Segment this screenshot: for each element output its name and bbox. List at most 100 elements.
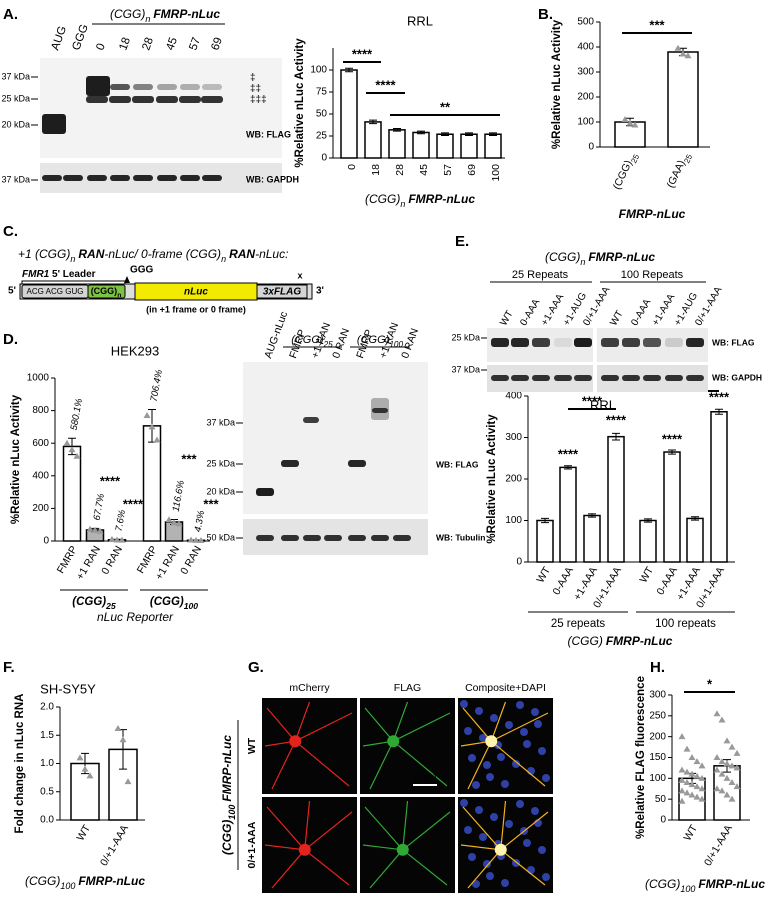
panel-label: H. <box>650 659 665 676</box>
y-tick-label: 400 <box>505 391 522 402</box>
lane-label: 28 <box>140 36 156 52</box>
start-codon: GGG <box>130 265 154 276</box>
nucleus <box>516 800 524 808</box>
data-point <box>68 446 76 453</box>
blot-band <box>665 338 683 347</box>
neurite <box>460 800 549 889</box>
y-tick-label: 50 <box>655 794 667 805</box>
leader-label: FMR1 5' Leader <box>22 269 96 280</box>
group-label: (CGG)100 <box>357 334 404 349</box>
data-point <box>626 119 634 126</box>
bar <box>412 131 430 159</box>
nucleus <box>472 781 480 789</box>
blot-band <box>622 375 640 381</box>
error-bar <box>644 518 652 523</box>
value-label: 116.6% <box>171 479 187 512</box>
data-point <box>698 774 706 781</box>
y-tick-label: 300 <box>577 67 594 78</box>
data-point <box>187 536 195 543</box>
diagram-title: +1 (CGG)n RAN-nLuc/ 0-frame (CGG)n RAN-nLu… <box>18 247 288 264</box>
y-tick-label: 200 <box>32 503 49 514</box>
text-run: n <box>221 254 226 264</box>
blot-band <box>511 338 529 347</box>
text-run: FMRP-nLuc <box>619 207 686 221</box>
x-axis-label: nLuc Reporter <box>97 610 174 624</box>
frame-note: (in +1 frame or 0 frame) <box>146 304 246 314</box>
data-point <box>683 768 691 775</box>
data-point <box>114 724 122 731</box>
data-point <box>723 791 731 798</box>
text-run: n <box>117 292 121 299</box>
lane-label: 0 RAN <box>330 327 352 360</box>
arrow <box>124 276 130 283</box>
nucleus <box>497 753 505 761</box>
text-run: n <box>145 14 150 24</box>
nucleus <box>486 773 494 781</box>
text-run: (CGG) <box>545 250 580 264</box>
text-run: (CGG) <box>110 7 145 21</box>
blot-band <box>643 338 661 347</box>
y-axis-label: %Relative nLuc Activity <box>294 38 306 168</box>
data-point <box>728 795 736 802</box>
blot-label: WB: FLAG <box>712 337 755 347</box>
text-run: (CGG) <box>357 334 390 346</box>
data-point <box>733 783 741 790</box>
soma <box>387 735 400 748</box>
column-label: mCherry <box>289 682 330 694</box>
significance-label: **** <box>123 496 144 511</box>
blot-band <box>393 535 411 541</box>
y-tick-label: 200 <box>577 92 594 103</box>
text-run: FMRP-nLuc <box>153 7 220 21</box>
data-point <box>688 754 696 760</box>
text-run: FMR1 <box>22 269 50 280</box>
y-tick-label: 250 <box>649 710 666 721</box>
marker-label: 20 kDa <box>1 119 30 129</box>
value-label: 7.6% <box>114 508 129 532</box>
y-tick-label: 400 <box>32 470 49 481</box>
data-point <box>674 44 682 51</box>
text-run: 100 <box>227 805 237 820</box>
text-run: 100 <box>389 340 403 349</box>
text-run: 100 <box>680 884 695 894</box>
x-tick-label: WT <box>637 564 656 585</box>
blot-band <box>686 338 704 347</box>
y-tick-label: 25 <box>316 131 328 142</box>
text-run: -nLuc: <box>255 247 288 261</box>
blot-band <box>371 535 389 541</box>
data-point <box>683 745 691 752</box>
blot-band <box>42 175 62 181</box>
blot-band <box>348 535 366 541</box>
bar <box>460 133 478 159</box>
panel-label: D. <box>3 331 18 348</box>
chart-title: HEK293 <box>111 343 159 358</box>
x-tick-label: 0 RAN <box>99 544 125 577</box>
error-bar <box>668 449 676 455</box>
error-bar <box>345 67 353 73</box>
data-point <box>718 787 726 794</box>
blot-band <box>574 375 592 381</box>
data-point <box>113 536 121 543</box>
data-point <box>679 50 687 57</box>
text-run: (CGG) <box>291 334 324 346</box>
marker-label: 25 kDa <box>1 93 30 103</box>
error-bar <box>369 119 377 125</box>
blot-label: WB: FLAG <box>436 459 479 469</box>
significance-label: *** <box>203 496 219 511</box>
blot-band <box>491 375 509 381</box>
text-run: -nLuc/ 0-frame (CGG) <box>104 247 221 261</box>
significance-label: **** <box>606 412 627 427</box>
data-point <box>723 737 731 744</box>
text-run: (CGG) <box>568 634 603 648</box>
lane-label: 0/+1-AAA <box>693 285 724 328</box>
y-tick-label: 100 <box>505 515 522 526</box>
x-tick-label: 69 <box>466 164 478 176</box>
blot-band <box>256 488 274 496</box>
x-axis-label: (CGG)100 FMRP-nLuc <box>25 874 145 891</box>
y-tick-label: 100 <box>649 773 666 784</box>
significance-label: * <box>707 676 713 691</box>
bar <box>388 129 406 159</box>
nucleus <box>490 813 498 821</box>
nucleus <box>523 740 531 748</box>
row-label: 0/+1-AAA <box>246 821 258 868</box>
